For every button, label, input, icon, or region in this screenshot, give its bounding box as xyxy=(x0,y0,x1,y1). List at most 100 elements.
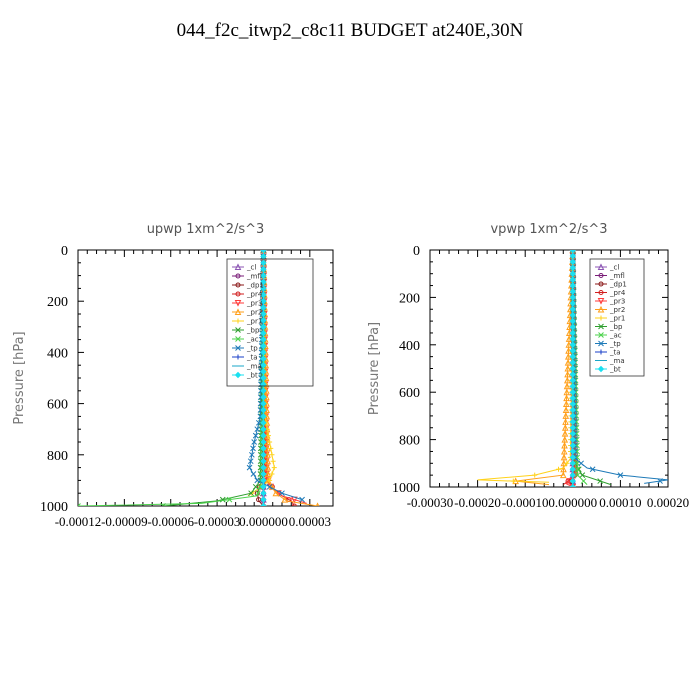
series-marker xyxy=(562,418,569,425)
series-marker xyxy=(563,376,571,384)
panel-title: vpwp 1xm^2/s^3 xyxy=(490,222,607,237)
series-marker xyxy=(617,472,624,479)
panel-title: upwp 1xm^2/s^3 xyxy=(147,222,265,237)
x-tick-label: -0.00003 xyxy=(194,514,241,529)
x-tick-label: 0.00003 xyxy=(289,514,331,529)
series-marker xyxy=(569,347,577,354)
legend-label: _pr4 xyxy=(246,291,263,299)
series-line xyxy=(572,250,668,484)
series-marker xyxy=(569,412,577,420)
series-marker xyxy=(561,430,569,437)
series-marker xyxy=(569,323,577,331)
series-marker xyxy=(560,447,568,455)
series-marker xyxy=(532,472,538,478)
series-marker xyxy=(260,304,267,311)
series-marker xyxy=(569,377,577,384)
legend-label: _cl xyxy=(246,264,256,272)
series-marker xyxy=(564,370,571,378)
series-marker xyxy=(260,259,267,267)
legend-swatch-marker xyxy=(234,263,242,270)
series-marker xyxy=(569,282,577,289)
series-marker xyxy=(264,470,272,477)
y-tick-label: 800 xyxy=(399,434,420,449)
legend-label: _bt xyxy=(246,372,258,380)
series-marker xyxy=(257,483,263,490)
series-marker xyxy=(569,394,577,402)
series-marker xyxy=(574,466,581,473)
series-bt xyxy=(260,250,267,506)
plot-area xyxy=(78,250,320,506)
series-marker xyxy=(569,329,577,337)
series-marker xyxy=(251,439,258,445)
legend-label: _ma xyxy=(609,357,625,365)
series-marker xyxy=(561,424,569,431)
legend-swatch-marker xyxy=(598,315,604,321)
series-marker xyxy=(589,466,596,473)
series-marker xyxy=(260,374,267,382)
series-marker xyxy=(260,317,267,324)
series-marker xyxy=(279,490,285,497)
series-marker xyxy=(569,250,577,254)
series-marker xyxy=(578,460,584,467)
legend-label: _dp1 xyxy=(609,281,627,289)
series-marker xyxy=(260,400,267,407)
series-marker xyxy=(260,336,267,343)
legend-swatch-marker xyxy=(598,332,604,338)
series-marker xyxy=(269,452,275,458)
series-marker xyxy=(569,252,577,260)
series-marker xyxy=(569,406,577,414)
series-line xyxy=(477,250,574,483)
series-pr1 xyxy=(477,250,576,484)
series-marker xyxy=(569,288,577,295)
series-marker xyxy=(657,478,663,484)
legend-label: _pr1 xyxy=(246,318,262,326)
series-marker xyxy=(569,300,577,307)
series-marker xyxy=(254,426,261,433)
series-marker xyxy=(569,335,577,343)
legend-label: _dp1 xyxy=(246,282,264,290)
series-marker xyxy=(260,349,267,356)
series-marker xyxy=(569,448,577,455)
series-marker xyxy=(260,297,267,305)
series-line xyxy=(78,250,264,506)
legend-label: _pr3 xyxy=(246,300,262,308)
series-marker xyxy=(247,458,254,465)
legend-swatch-marker xyxy=(598,273,604,278)
chart-panel-1: upwp 1xm^2/s^3 Pressure [hPa] 0 200 400 600 80… xyxy=(12,222,334,529)
x-tick-label: -0.00020 xyxy=(454,495,501,510)
series-marker xyxy=(569,341,577,349)
series-marker xyxy=(226,496,233,503)
legend-swatch-marker xyxy=(235,345,241,351)
series-marker xyxy=(260,250,267,253)
series-marker xyxy=(580,478,587,484)
series-marker xyxy=(561,435,569,443)
series-marker xyxy=(260,413,267,420)
series-marker xyxy=(260,502,267,506)
series-marker xyxy=(266,483,273,490)
series-marker xyxy=(569,270,577,277)
series-marker xyxy=(255,419,262,426)
series-marker xyxy=(569,371,577,378)
x-tick-label: -0.00030 xyxy=(407,495,454,510)
series-marker xyxy=(271,465,277,471)
legend-label: _ta xyxy=(609,349,621,357)
legend-label: _cl xyxy=(609,264,619,272)
legend-label: _tp xyxy=(609,340,621,348)
series-pr2 xyxy=(512,250,577,486)
legend-label: _ma xyxy=(246,363,262,371)
series-marker xyxy=(260,451,267,459)
x-tick-label: 0.00020 xyxy=(647,495,689,510)
series-marker xyxy=(560,465,567,473)
legend-label: _tp xyxy=(246,345,258,353)
series-marker xyxy=(260,361,267,369)
series-marker xyxy=(563,388,571,396)
series-line xyxy=(515,250,574,486)
y-tick-label: 0 xyxy=(61,244,68,259)
series-marker xyxy=(569,471,577,479)
series-marker xyxy=(556,466,562,472)
series-marker xyxy=(268,445,274,451)
series-marker xyxy=(260,489,267,497)
y-tick-label: 1000 xyxy=(40,500,68,515)
series-marker xyxy=(569,400,577,408)
